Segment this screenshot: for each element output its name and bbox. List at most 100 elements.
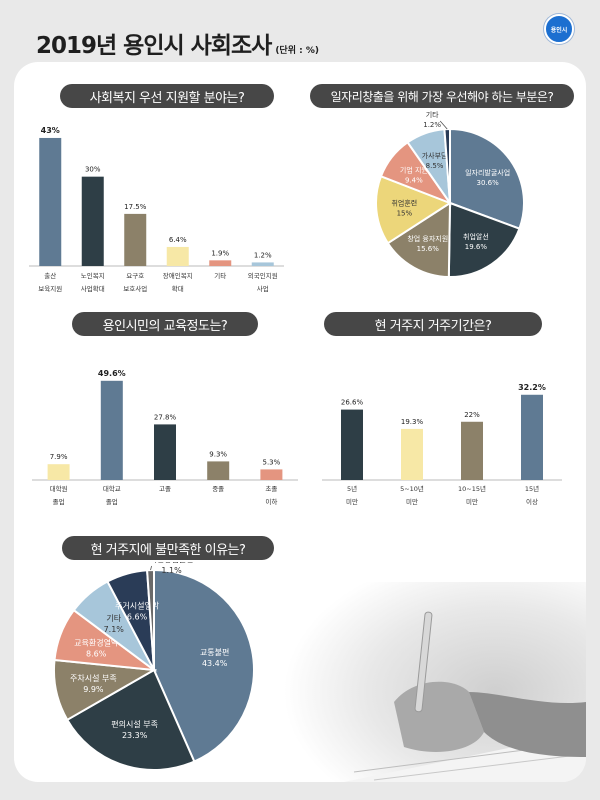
tick-label: 장애인복지 [163,271,193,280]
pie-slice [386,201,452,279]
tick-label: 대학교 [103,484,121,493]
slice-value: 8.5% [426,162,444,170]
slice-label: 주거시설열악 [115,600,160,610]
unit-label: (단위 : %) [275,46,319,56]
leader-line [150,565,152,571]
bar [124,213,147,266]
bar [166,246,189,266]
pie-slice [146,568,155,671]
tick-label: 사업확대 [81,284,105,293]
slice-value: 19.6% [465,243,488,251]
data-label: 30% [85,166,101,174]
header: 2019년 용인시 사회조사 (단위 : %) 용인시 [0,0,600,62]
tick-label: 대학원 [50,484,68,493]
pill-welfare: 사회복지 우선 지원할 분야는? [60,84,274,108]
pie-slice [375,174,453,245]
bar [521,394,543,480]
tick-label: 보호사업 [123,284,147,293]
tick-label: 미만 [346,497,358,506]
pill-dissatisfaction-text: 현 거주지에 불만족한 이유는? [90,542,246,558]
slice-label: 취업훈련 [391,199,417,208]
bar [39,137,62,266]
data-label: 43% [41,126,60,135]
tick-label: 초졸 [265,485,277,493]
data-label: 32.2% [518,383,546,392]
pie-slice [447,201,521,278]
bar [100,380,123,480]
pie-slice [153,568,255,763]
slice-label: 취업알선 [463,232,489,241]
slice-value: 7.1% [104,625,125,634]
bar [207,461,230,480]
city-logo: 용인시 [544,14,574,44]
tick-label: 고졸 [159,485,171,493]
pie-slice [449,127,525,230]
pill-dissatisfaction: 현 거주지에 불만족한 이유는? [62,536,274,560]
bar [251,262,274,266]
logo-text: 용인시 [550,26,568,34]
tick-label: 10~15년 [458,484,486,493]
tick-label: 15년 [525,484,539,493]
pill-residence: 현 거주지 거주기간은? [324,312,542,336]
data-label: 19.3% [401,418,424,426]
pill-education: 용인시민의 교육정도는? [72,312,258,336]
bar [154,424,176,480]
data-label: 17.5% [124,203,147,211]
tick-label: 노인복지 [81,271,105,280]
tick-label: 미만 [406,497,418,506]
slice-label: 편의시설 부족 [111,719,158,729]
data-label: 26.6% [341,399,364,407]
slice-label: 교육환경열악 [74,638,119,648]
pill-welfare-text: 사회복지 우선 지원할 분야는? [89,90,245,106]
slice-value: 9.4% [405,177,423,185]
tick-label: 사업 [257,284,269,293]
tick-label: 졸업 [53,498,65,506]
slice-label: 가사부담 [422,151,448,160]
data-label: 49.6% [98,369,126,378]
data-label: 7.9% [50,453,68,461]
data-label: 27.8% [154,413,177,421]
slice-value: 9.9% [83,685,104,694]
bar [401,428,423,480]
data-label: 1.2% [254,251,272,259]
data-label: 5.3% [263,458,281,466]
pill-jobs: 일자리창출을 위해 가장 우선해야 하는 부분은? [310,84,574,108]
tick-label: 기타 [214,271,226,280]
slice-value: 8.6% [86,650,107,659]
data-label: 6.4% [169,236,187,244]
leader-line [439,120,448,130]
tick-label: 확대 [172,284,184,293]
bar [341,409,363,480]
bar [47,464,70,480]
slice-value: 6.6% [127,612,148,621]
slice-value: 23.3% [122,731,148,740]
hand-with-pen-photo [284,582,586,782]
bar [209,260,232,266]
page-title: 2019년 용인시 사회조사 (단위 : %) [36,33,319,59]
tick-label: 이하 [265,497,277,506]
pie-slice [65,668,196,771]
tick-label: 5~10년 [400,484,424,493]
data-label: 22% [464,411,480,419]
tick-label: 졸업 [106,498,118,506]
slice-label: 창업 융자지원 [407,234,448,243]
slice-value: 30.6% [477,179,500,187]
tick-label: 외국인지원 [248,271,278,280]
slice-value: 1.2% [423,121,441,129]
tick-label: 요구호 [126,272,144,280]
slice-value: 1.1% [161,566,182,575]
tick-label: 중졸 [212,485,224,493]
infographic-card: 사회복지 우선 지원할 분야는? 43% 출산 보육지원 30% 노인복지 사업확대 17.… [14,62,586,782]
slice-label: 치안방범불안 [149,562,194,564]
tick-label: 보육지원 [38,284,62,293]
slice-label: 교통불편 [200,647,229,657]
pill-jobs-text: 일자리창출을 위해 가장 우선해야 하는 부분은? [330,89,554,104]
slice-label: 기타 [106,614,121,623]
tick-label: 이상 [526,497,538,506]
slice-value: 43.4% [202,659,228,668]
slice-value: 15.6% [417,245,440,253]
bar [260,469,283,480]
slice-label: 기업 지원 [400,166,428,175]
